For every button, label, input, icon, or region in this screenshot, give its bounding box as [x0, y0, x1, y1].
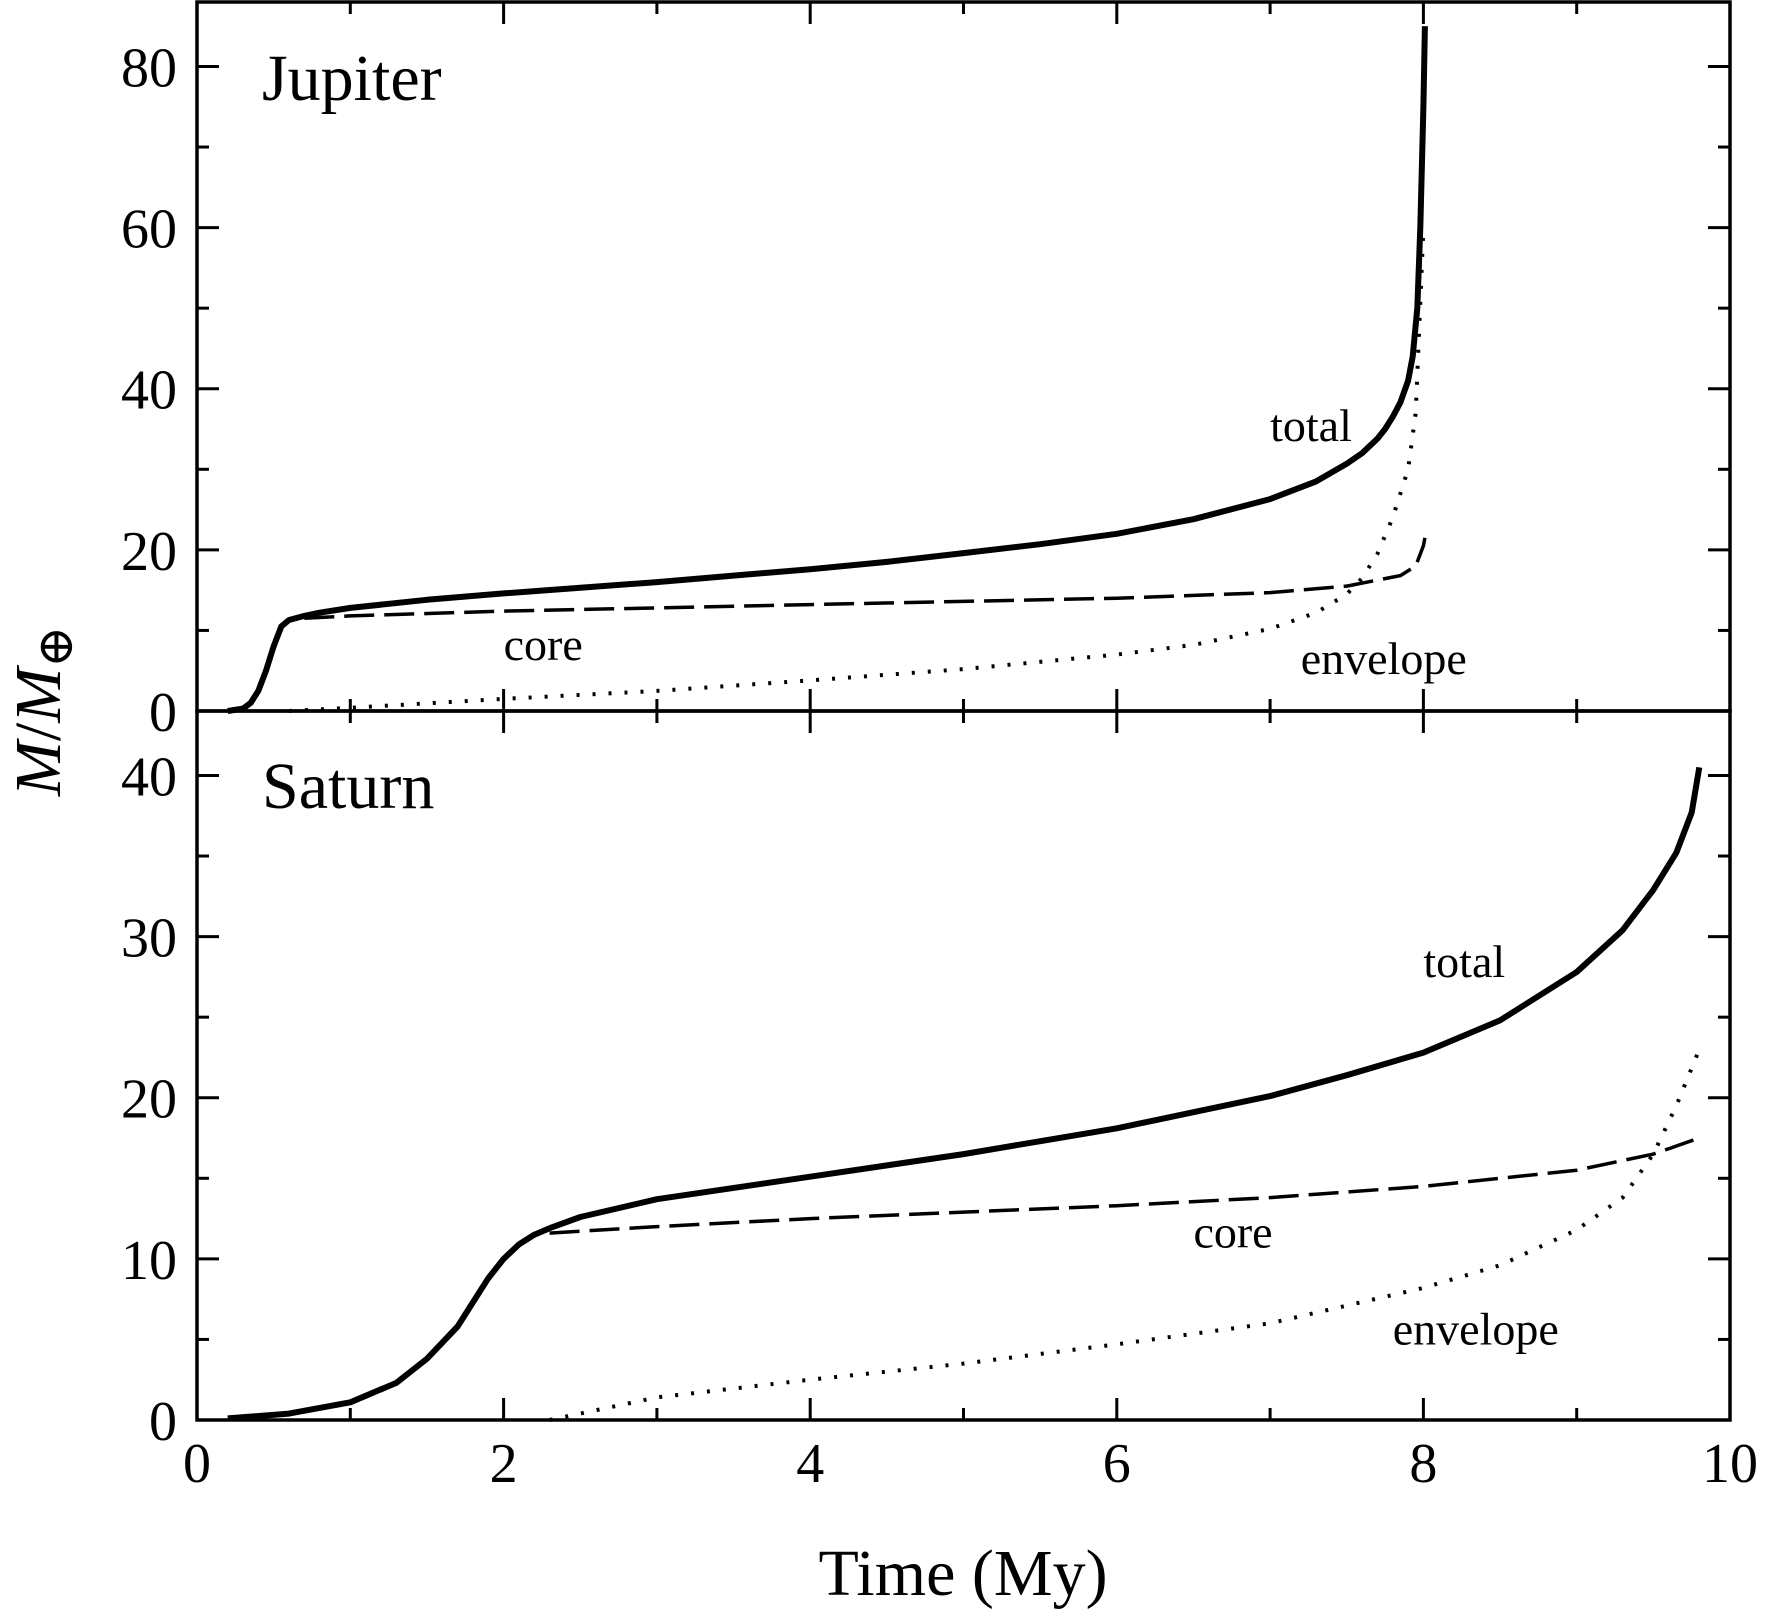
panel-title-jupiter: Jupiter — [262, 42, 442, 115]
ticks-layer — [195, 2, 1732, 1422]
xtick-label: 2 — [490, 1433, 518, 1495]
jupiter-ytick-label: 0 — [149, 682, 177, 744]
saturn-ytick-label: 20 — [121, 1069, 177, 1131]
y-axis-title-subscript: ⊕ — [27, 626, 83, 668]
y-axis-title: M/M⊕ — [2, 626, 83, 797]
y-axis-title-slash: / — [2, 722, 75, 741]
jupiter-ytick-label: 80 — [121, 37, 177, 99]
xtick-label: 6 — [1103, 1433, 1131, 1495]
jupiter-ytick-label: 60 — [121, 199, 177, 261]
saturn-total-line — [227, 766, 1703, 1422]
jupiter-total-line — [227, 26, 1428, 714]
saturn-core-line — [549, 1136, 1700, 1235]
panel-title-saturn: Saturn — [262, 750, 434, 823]
xtick-label: 4 — [796, 1433, 824, 1495]
annotations-layer: total core envelope total core envelope — [504, 400, 1559, 1354]
saturn-envelope-line — [549, 1048, 1702, 1422]
saturn-ytick-label: 30 — [121, 908, 177, 970]
jupiter-label-total: total — [1270, 400, 1352, 451]
xtick-label: 10 — [1702, 1433, 1758, 1495]
saturn-label-total: total — [1423, 936, 1505, 987]
jupiter-envelope-line — [288, 227, 1426, 713]
saturn-ytick-label: 0 — [149, 1391, 177, 1453]
jupiter-label-core: core — [504, 619, 583, 670]
saturn-ytick-label: 40 — [121, 746, 177, 808]
series-layer — [227, 26, 1703, 1422]
x-axis-title: Time (My) — [818, 1537, 1107, 1610]
xtick-label: 0 — [183, 1433, 211, 1495]
y-axis-title-denominator: M — [2, 664, 75, 724]
saturn-label-envelope: envelope — [1393, 1303, 1559, 1354]
jupiter-label-envelope: envelope — [1301, 633, 1467, 684]
jupiter-ytick-label: 40 — [121, 360, 177, 422]
jupiter-ytick-label: 20 — [121, 521, 177, 583]
jupiter-core-line — [304, 537, 1427, 621]
xtick-label: 8 — [1409, 1433, 1437, 1495]
y-axis-title-numerator: M — [2, 737, 75, 797]
saturn-label-core: core — [1193, 1207, 1272, 1258]
saturn-ytick-label: 10 — [121, 1230, 177, 1292]
